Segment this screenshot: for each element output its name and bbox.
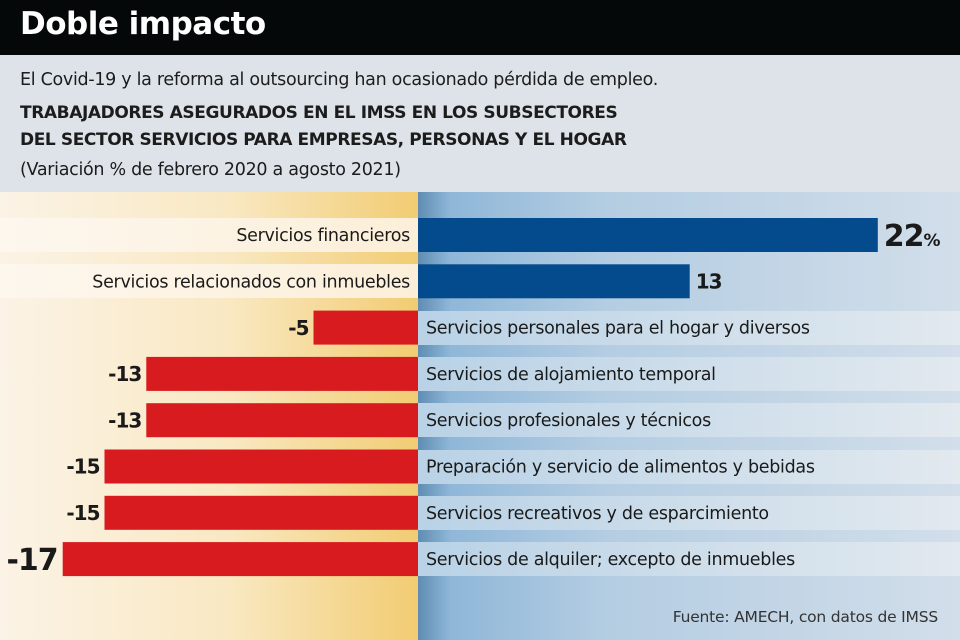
- row-band-right: [418, 403, 960, 438]
- row-band-right: [418, 310, 960, 345]
- subtitle: El Covid-19 y la reforma al outsourcing …: [20, 70, 658, 90]
- value-label: -5: [288, 316, 308, 340]
- category-label: Servicios de alojamiento temporal: [426, 365, 716, 385]
- row-band-left: [0, 264, 418, 299]
- category-label: Preparación y servicio de alimentos y be…: [426, 458, 815, 478]
- bar-2: [418, 264, 690, 299]
- bar-1: [418, 218, 878, 252]
- category-label: Servicios personales para el hogar y div…: [426, 319, 810, 339]
- chart-heading-line2: DEL SECTOR SERVICIOS PARA EMPRESAS, PERS…: [20, 130, 627, 150]
- category-label: Servicios financieros: [236, 226, 410, 246]
- bar-4: [146, 356, 419, 391]
- category-label: Servicios de alquiler; excepto de inmueb…: [426, 550, 795, 570]
- row-band-right: [418, 356, 960, 391]
- value-label: -13: [108, 408, 141, 432]
- chart-heading-line1: TRABAJADORES ASEGURADOS EN EL IMSS EN LO…: [20, 103, 618, 123]
- category-label: Servicios recreativos y de esparcimiento: [426, 504, 769, 524]
- bar-8: [62, 542, 418, 577]
- value-label: -15: [66, 455, 99, 479]
- value-label: -15: [66, 501, 99, 525]
- value-label: -17: [6, 543, 57, 578]
- unit-suffix: %: [924, 231, 941, 251]
- bar-6: [104, 449, 418, 484]
- unit-note: (Variación % de febrero 2020 a agosto 20…: [20, 160, 401, 180]
- page-title: Doble impacto: [20, 6, 266, 42]
- value-label: 13: [696, 270, 722, 294]
- intro-box: [0, 55, 960, 192]
- source-note: Fuente: AMECH, con datos de IMSS: [672, 608, 938, 626]
- bar-5: [146, 403, 419, 438]
- row-band-left: [0, 218, 418, 252]
- value-label: -13: [108, 362, 141, 386]
- bar-3: [313, 310, 418, 345]
- row-band-right: [418, 449, 960, 484]
- row-band-right: [418, 542, 960, 577]
- header-bar: Doble impacto: [0, 0, 960, 55]
- category-label: Servicios profesionales y técnicos: [426, 411, 711, 431]
- row-band-right: [418, 495, 960, 530]
- value-label: 22%: [884, 219, 941, 254]
- category-label: Servicios relacionados con inmuebles: [92, 272, 410, 292]
- bar-7: [104, 495, 418, 530]
